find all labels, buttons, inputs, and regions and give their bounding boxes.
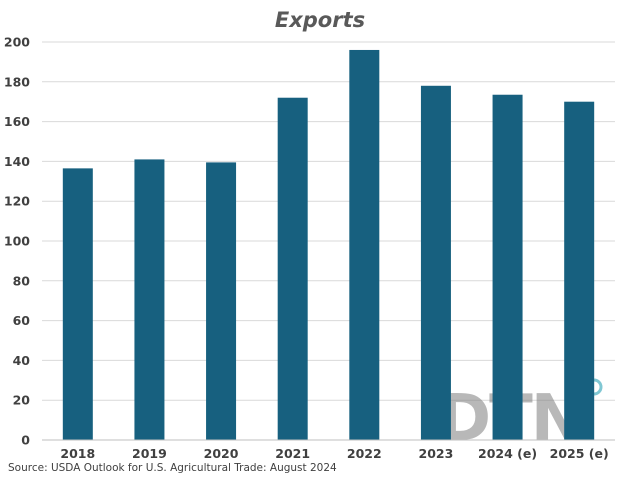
y-tick-label: 20 xyxy=(13,393,31,408)
bar-2025-e xyxy=(564,101,595,440)
y-axis-ticks: 0 20 40 60 80 100 120 140 160 180 200 xyxy=(4,35,30,448)
bar-2023 xyxy=(420,85,451,440)
x-tick-label: 2021 xyxy=(275,446,310,461)
y-tick-label: 200 xyxy=(4,35,30,50)
source-note: Source: USDA Outlook for U.S. Agricultur… xyxy=(8,462,337,474)
x-tick-label: 2018 xyxy=(60,446,95,461)
x-axis-ticks: 2018 2019 2020 2021 2022 2023 2024 (e) 2025 (e) xyxy=(60,446,608,461)
x-tick-label: 2024 (e) xyxy=(478,446,537,461)
bars xyxy=(62,49,595,441)
y-tick-label: 140 xyxy=(4,154,30,169)
y-tick-label: 160 xyxy=(4,114,30,129)
bar-2018 xyxy=(62,168,93,441)
y-tick-label: 40 xyxy=(13,353,31,368)
y-tick-label: 60 xyxy=(13,313,31,328)
x-tick-label: 2025 (e) xyxy=(550,446,609,461)
bar-2020 xyxy=(206,162,237,440)
x-tick-label: 2020 xyxy=(204,446,239,461)
x-tick-label: 2023 xyxy=(419,446,454,461)
gridlines xyxy=(42,41,615,401)
y-tick-label: 100 xyxy=(4,234,30,249)
x-tick-label: 2019 xyxy=(132,446,167,461)
y-tick-label: 0 xyxy=(21,433,30,448)
bar-2022 xyxy=(349,49,380,441)
y-tick-label: 180 xyxy=(4,74,30,89)
bar-2024-e xyxy=(492,94,523,441)
x-tick-label: 2022 xyxy=(347,446,382,461)
bar-2019 xyxy=(134,159,165,440)
y-tick-label: 120 xyxy=(4,194,30,209)
y-tick-label: 80 xyxy=(13,273,31,288)
chart-title: Exports xyxy=(275,8,365,32)
bar-2021 xyxy=(277,97,308,440)
